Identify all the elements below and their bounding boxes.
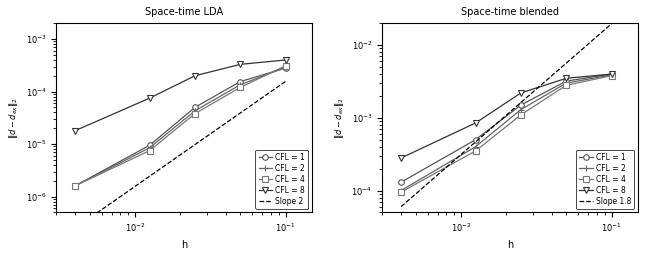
CFL = 8 (608, 72, 615, 76)
Slope 2 (282, 80, 290, 83)
Line: CFL = 8: CFL = 8 (72, 57, 288, 133)
Legend: CFL = 1, CFL = 2, CFL = 4, CFL = 8, Slope 1.8: CFL = 1, CFL = 2, CFL = 4, CFL = 8, Slop… (576, 150, 634, 209)
CFL = 8 (146, 97, 154, 100)
CFL = 1 (562, 80, 570, 83)
Slope 2 (71, 227, 79, 230)
CFL = 2 (191, 109, 199, 112)
CFL = 1 (471, 138, 479, 141)
CFL = 2 (236, 83, 244, 86)
CFL = 1 (146, 144, 154, 147)
CFL = 1 (608, 72, 615, 76)
CFL = 4 (397, 191, 405, 194)
CFL = 4 (191, 112, 199, 115)
CFL = 1 (517, 104, 525, 107)
Y-axis label: $\| d - d_{ex} \|_2$: $\| d - d_{ex} \|_2$ (7, 97, 20, 139)
CFL = 2 (608, 73, 615, 76)
Line: CFL = 4: CFL = 4 (399, 73, 614, 195)
CFL = 8 (71, 129, 79, 132)
CFL = 8 (191, 74, 199, 77)
CFL = 1 (191, 106, 199, 109)
CFL = 8 (562, 77, 570, 80)
CFL = 2 (282, 66, 290, 69)
Line: CFL = 2: CFL = 2 (399, 72, 614, 193)
Y-axis label: $\| d - d_{ex} \|_2$: $\| d - d_{ex} \|_2$ (333, 97, 346, 139)
CFL = 4 (517, 113, 525, 116)
Title: Space-time blended: Space-time blended (461, 7, 559, 17)
CFL = 4 (236, 86, 244, 89)
CFL = 2 (471, 145, 479, 148)
CFL = 8 (517, 91, 525, 95)
Line: CFL = 2: CFL = 2 (72, 65, 288, 189)
CFL = 2 (397, 189, 405, 192)
CFL = 4 (471, 149, 479, 152)
CFL = 2 (517, 108, 525, 111)
Legend: CFL = 1, CFL = 2, CFL = 4, CFL = 8, Slope 2: CFL = 1, CFL = 2, CFL = 4, CFL = 8, Slop… (255, 150, 308, 209)
CFL = 1 (282, 67, 290, 70)
CFL = 8 (282, 58, 290, 61)
CFL = 8 (236, 63, 244, 66)
CFL = 2 (146, 146, 154, 149)
CFL = 4 (282, 64, 290, 67)
Line: CFL = 4: CFL = 4 (72, 63, 288, 189)
Title: Space-time LDA: Space-time LDA (145, 7, 223, 17)
CFL = 4 (71, 184, 79, 187)
X-axis label: h: h (181, 240, 187, 250)
CFL = 1 (236, 80, 244, 83)
CFL = 2 (71, 184, 79, 187)
Line: CFL = 1: CFL = 1 (72, 65, 288, 189)
X-axis label: h: h (507, 240, 513, 250)
Line: CFL = 8: CFL = 8 (399, 71, 614, 161)
CFL = 8 (397, 157, 405, 160)
Line: CFL = 1: CFL = 1 (399, 71, 614, 185)
CFL = 8 (471, 121, 479, 124)
CFL = 2 (562, 82, 570, 85)
CFL = 1 (397, 181, 405, 184)
Line: Slope 2: Slope 2 (75, 81, 286, 228)
CFL = 4 (562, 84, 570, 87)
CFL = 4 (146, 149, 154, 152)
CFL = 4 (608, 74, 615, 77)
CFL = 1 (71, 184, 79, 187)
